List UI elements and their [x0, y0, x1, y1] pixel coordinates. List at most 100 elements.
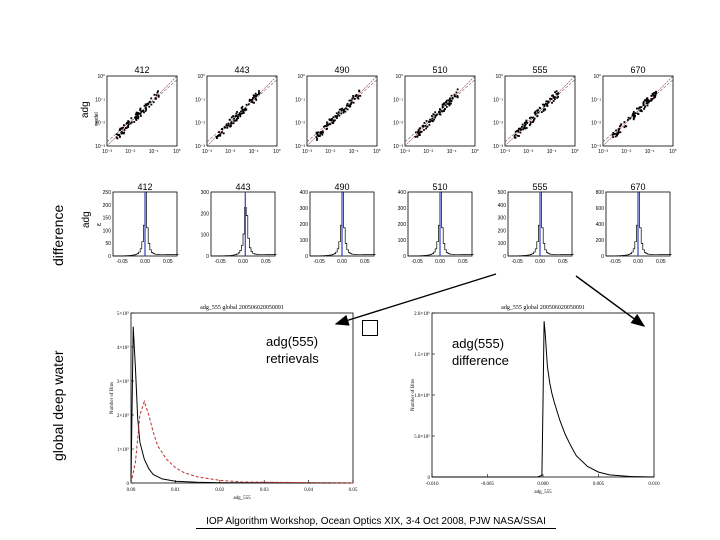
scatter-point: [241, 108, 244, 111]
scatter-xtick: 10⁻²: [225, 149, 235, 155]
scatter-point: [140, 115, 142, 117]
scatter-point: [143, 104, 146, 107]
histogram-ytick: 100: [498, 241, 507, 247]
scatter-point: [152, 101, 155, 104]
scatter-point: [130, 117, 133, 120]
scatter-point: [523, 126, 526, 129]
scatter-point: [414, 135, 417, 138]
scatter-point: [120, 127, 123, 129]
scatter-point: [448, 98, 451, 101]
scatter-point: [358, 89, 361, 92]
scatter-point: [533, 117, 536, 120]
histogram-xtick: 0.05: [163, 259, 173, 265]
scatter-point: [635, 107, 638, 110]
scatter-point: [619, 124, 622, 127]
scatter-point: [541, 103, 544, 106]
scatter-point: [344, 110, 347, 113]
histogram-ytick: 200: [596, 238, 605, 244]
histogram-xtick: 0.05: [558, 259, 568, 265]
scatter-point: [145, 108, 148, 111]
scatter-point: [534, 113, 537, 116]
scatter-point: [235, 112, 238, 115]
scatter-point: [251, 100, 253, 103]
scatter-point: [352, 96, 355, 99]
scatter-point: [133, 121, 136, 123]
scatter-point: [653, 95, 656, 97]
scatter-point: [523, 125, 526, 128]
scatter-point: [218, 131, 220, 133]
scatter-point: [127, 121, 130, 124]
scatter-xtick: 10⁻²: [423, 149, 433, 155]
difference-xtick: 0.010: [648, 482, 660, 487]
scatter-point: [141, 109, 144, 112]
scatter-point: [144, 106, 147, 109]
scatter-point: [341, 107, 344, 110]
scatter-point: [646, 98, 649, 101]
scatter-xtick: 10⁻³: [598, 149, 608, 155]
histogram-ytick: 300: [498, 216, 507, 222]
histogram-xtick: 0.00: [633, 259, 643, 265]
scatter-ytick: 10⁻¹: [591, 97, 601, 103]
scatter-point: [640, 110, 643, 113]
scatter-point: [525, 119, 528, 122]
scatter-point: [617, 129, 620, 131]
histogram-ytick: 150: [103, 216, 112, 222]
scatter-point: [425, 120, 428, 122]
scatter-point: [536, 115, 539, 118]
scatter-ytick: 10⁻¹: [195, 97, 205, 103]
scatter-point: [637, 112, 639, 115]
scatter-point: [243, 108, 246, 111]
retrievals-ytick: 1×10⁵: [117, 447, 129, 453]
scatter-point: [445, 101, 448, 104]
scatter-point: [245, 108, 248, 111]
retrievals-xtick: 0.03: [260, 488, 269, 493]
scatter-point: [258, 90, 260, 92]
histogram-xtick: -0.05: [313, 259, 325, 265]
scatter-point: [357, 97, 360, 100]
scatter-point: [650, 95, 653, 97]
scatter-point: [337, 111, 340, 114]
scatter-point: [543, 108, 545, 111]
scatter-point: [345, 107, 348, 110]
scatter-title: 412: [134, 65, 149, 75]
scatter-point: [336, 115, 339, 118]
scatter-point: [614, 133, 617, 135]
scatter-point: [647, 101, 650, 104]
scatter-point: [625, 125, 628, 128]
scatter-frame: [206, 75, 278, 147]
scatter-point: [327, 123, 330, 126]
scatter-xtick: 10°: [373, 149, 381, 155]
histogram-panel-443: 443 0 100 200 300 -0.05 0.00 0.05: [201, 182, 277, 265]
scatter-point: [252, 101, 255, 104]
difference-xtick: 0.000: [537, 482, 549, 487]
scatter-point: [524, 127, 527, 130]
scatter-point: [612, 131, 615, 134]
scatter-point: [233, 117, 236, 120]
scatter-panel-443: 443 10° 10⁻¹ 10⁻² 10⁻³10⁻³ 10⁻² 10⁻¹ 10°: [195, 65, 281, 155]
scatter-point: [524, 121, 527, 124]
scatter-xtick: 10⁻³: [400, 149, 410, 155]
scatter-point: [514, 133, 517, 136]
scatter-point: [357, 95, 360, 98]
histogram-xtick: 0.00: [535, 259, 545, 265]
scatter-ytick: 10⁻³: [95, 144, 105, 150]
scatter-frame: [602, 75, 674, 147]
scatter-point: [632, 111, 635, 113]
histogram-xtick: 0.00: [238, 259, 248, 265]
scatter-xtick: 10⁻³: [202, 149, 212, 155]
scatter-point: [147, 102, 150, 105]
scatter-point: [238, 112, 241, 114]
scatter-panel-670: 670 10° 10⁻¹ 10⁻² 10⁻³10⁻³ 10⁻² 10⁻¹ 10°: [591, 65, 677, 155]
scatter-point: [439, 113, 442, 116]
difference-ytick: 1.0×10⁶: [414, 393, 430, 399]
scatter-point: [654, 91, 657, 94]
histogram-xtick: 0.00: [435, 259, 445, 265]
scatter-point: [514, 130, 517, 133]
scatter-point: [620, 123, 623, 126]
difference-title: adg_555 global 200506020050091: [501, 305, 585, 311]
scatter-point: [350, 103, 352, 105]
scatter-point: [646, 104, 649, 107]
fit-line: [602, 79, 674, 143]
